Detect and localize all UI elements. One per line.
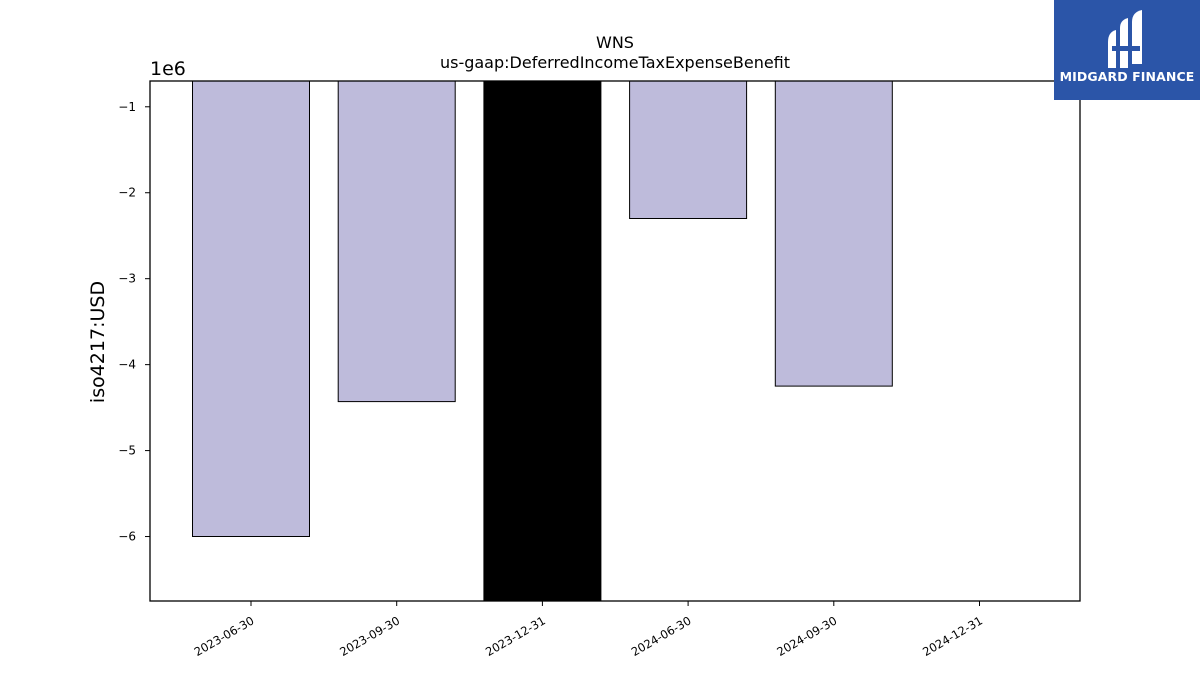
y-tick-label: −1 <box>118 100 136 114</box>
chart-title: WNS <box>596 33 634 52</box>
x-ticks-group: 2023-06-30 2023-09-30 2023-12-31 2024-06-30… <box>192 601 985 659</box>
bar-2023-12-31 <box>483 80 602 602</box>
chart-subtitle: us-gaap:DeferredIncomeTaxExpenseBenefit <box>440 53 790 72</box>
logo-mark-icon <box>1108 10 1142 68</box>
plot-frame <box>149 80 1081 602</box>
y-tick-label: −6 <box>118 530 136 544</box>
bar-2023-06-30 <box>192 80 310 537</box>
x-tick-label: 2024-06-30 <box>629 613 694 659</box>
bars-group <box>192 80 893 602</box>
y-scale-label: 1e6 <box>150 58 186 80</box>
midgard-finance-logo: MIDGARD FINANCE <box>1054 0 1200 100</box>
x-tick-label: 2024-09-30 <box>774 613 839 659</box>
y-axis-label: iso4217:USD <box>87 281 109 403</box>
x-tick-label: 2023-09-30 <box>337 613 402 659</box>
x-tick-label: 2023-06-30 <box>192 613 257 659</box>
bar-2023-09-30 <box>337 80 456 403</box>
y-tick-label: −3 <box>118 272 136 286</box>
logo-text: MIDGARD FINANCE <box>1059 69 1195 84</box>
bar-2024-06-30 <box>629 80 748 219</box>
y-ticks-group: −1 −2 −3 −4 −5 −6 <box>118 100 150 544</box>
x-tick-label: 2023-12-31 <box>483 613 548 659</box>
y-tick-label: −5 <box>118 444 136 458</box>
y-tick-label: −4 <box>118 358 136 372</box>
y-tick-label: −2 <box>118 186 136 200</box>
x-tick-label: 2024-12-31 <box>920 613 985 659</box>
bar-2024-09-30 <box>774 80 893 387</box>
